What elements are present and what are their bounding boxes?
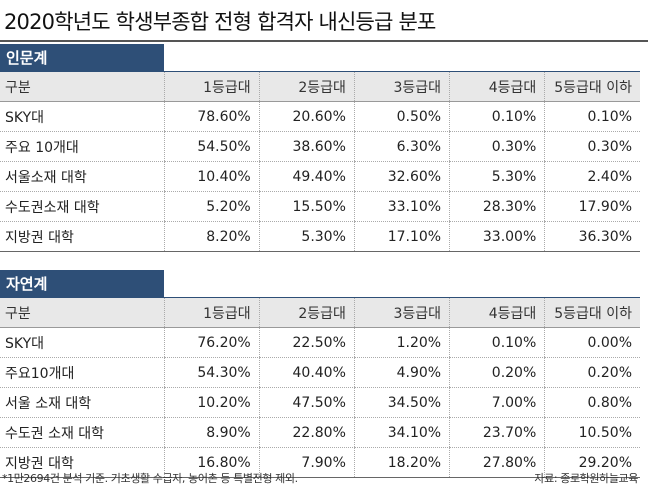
table-row: 지방권 대학 8.20% 5.30% 17.10% 33.00% 36.30% — [0, 221, 640, 252]
column-header: 구분 — [0, 72, 165, 102]
table-row: 수도권소재 대학 5.20% 15.50% 33.10% 28.30% 17.90% — [0, 191, 640, 222]
table-row: 주요10개대 54.30% 40.40% 4.90% 0.20% 0.20% — [0, 357, 640, 388]
table-cell: 1.20% — [353, 327, 450, 358]
column-header: 5등급대 이하 — [544, 298, 640, 328]
column-header: 4등급대 — [449, 72, 545, 102]
column-header: 2등급대 — [258, 298, 355, 328]
table-header-row: 구분 1등급대 2등급대 3등급대 4등급대 5등급대 이하 — [0, 72, 640, 102]
table-cell: 10.50% — [544, 417, 640, 448]
table-cell: 23.70% — [449, 417, 545, 448]
table-cell: 7.00% — [449, 387, 545, 418]
table-cell: 5.20% — [163, 191, 260, 222]
table-cell: 22.80% — [258, 417, 355, 448]
table-cell: 40.40% — [258, 357, 355, 388]
table-cell: 0.10% — [544, 101, 640, 132]
table-cell: 47.50% — [258, 387, 355, 418]
table-row: 지방권 대학 16.80% 7.90% 18.20% 27.80% 29.20% — [0, 447, 640, 478]
title-divider — [0, 40, 648, 42]
table-cell: 34.50% — [353, 387, 450, 418]
table-cell: 33.00% — [449, 221, 545, 252]
table-cell: 0.30% — [449, 131, 545, 162]
section-tab-humanities: 인문계 — [0, 44, 164, 72]
row-label: 수도권 소재 대학 — [0, 417, 165, 448]
table-cell: 49.40% — [258, 161, 355, 192]
table-row: 주요 10개대 54.50% 38.60% 6.30% 0.30% 0.30% — [0, 131, 640, 162]
row-label: 지방권 대학 — [0, 221, 165, 252]
column-header: 1등급대 — [163, 72, 260, 102]
table-cell: 0.10% — [449, 101, 545, 132]
humanities-table: 구분 1등급대 2등급대 3등급대 4등급대 5등급대 이하 SKY대 78.60% 20.60… — [0, 72, 640, 252]
table-cell: 0.10% — [449, 327, 545, 358]
row-label: SKY대 — [0, 327, 165, 358]
table-cell: 0.20% — [449, 357, 545, 388]
table-cell: 5.30% — [258, 221, 355, 252]
table-cell: 38.60% — [258, 131, 355, 162]
table-cell: 0.50% — [353, 101, 450, 132]
table-row: 서울소재 대학 10.40% 49.40% 32.60% 5.30% 2.40% — [0, 161, 640, 192]
table-cell: 36.30% — [544, 221, 640, 252]
page-title: 2020학년도 학생부종합 전형 합격자 내신등급 분포 — [4, 10, 436, 34]
table-cell: 10.20% — [163, 387, 260, 418]
table-cell: 17.90% — [544, 191, 640, 222]
table-cell: 17.10% — [353, 221, 450, 252]
table-cell: 0.00% — [544, 327, 640, 358]
table-cell: 33.10% — [353, 191, 450, 222]
table-cell: 8.90% — [163, 417, 260, 448]
column-header: 5등급대 이하 — [544, 72, 640, 102]
column-header: 구분 — [0, 298, 165, 328]
column-header: 3등급대 — [353, 298, 450, 328]
table-cell: 34.10% — [353, 417, 450, 448]
table-cell: 54.30% — [163, 357, 260, 388]
table-cell: 10.40% — [163, 161, 260, 192]
section-divider — [164, 71, 640, 72]
table-row: 서울 소재 대학 10.20% 47.50% 34.50% 7.00% 0.80% — [0, 387, 640, 418]
table-cell: 32.60% — [353, 161, 450, 192]
row-label: SKY대 — [0, 101, 165, 132]
table-cell: 15.50% — [258, 191, 355, 222]
table-cell: 54.50% — [163, 131, 260, 162]
table-cell: 29.20% — [544, 447, 640, 478]
table-cell: 22.50% — [258, 327, 355, 358]
table-cell: 8.20% — [163, 221, 260, 252]
section-divider — [164, 297, 640, 298]
table-cell: 5.30% — [449, 161, 545, 192]
table-cell: 76.20% — [163, 327, 260, 358]
table-cell: 28.30% — [449, 191, 545, 222]
table-cell: 27.80% — [449, 447, 545, 478]
table-cell: 18.20% — [353, 447, 450, 478]
row-label: 주요10개대 — [0, 357, 165, 388]
row-label: 서울 소재 대학 — [0, 387, 165, 418]
table-cell: 0.20% — [544, 357, 640, 388]
row-label: 지방권 대학 — [0, 447, 165, 478]
row-label: 수도권소재 대학 — [0, 191, 165, 222]
table-cell: 0.30% — [544, 131, 640, 162]
table-cell: 16.80% — [163, 447, 260, 478]
table-row: SKY대 78.60% 20.60% 0.50% 0.10% 0.10% — [0, 101, 640, 132]
table-cell: 78.60% — [163, 101, 260, 132]
table-cell: 7.90% — [258, 447, 355, 478]
table-cell: 6.30% — [353, 131, 450, 162]
column-header: 4등급대 — [449, 298, 545, 328]
row-label: 주요 10개대 — [0, 131, 165, 162]
column-header: 2등급대 — [258, 72, 355, 102]
section-tab-sciences: 자연계 — [0, 270, 164, 298]
table-cell: 20.60% — [258, 101, 355, 132]
table-header-row: 구분 1등급대 2등급대 3등급대 4등급대 5등급대 이하 — [0, 298, 640, 328]
footnote: *1만2694건 분석 기준. 기초생활 수급자, 농어촌 등 특별전형 제외. — [2, 472, 298, 485]
table-cell: 4.90% — [353, 357, 450, 388]
column-header: 3등급대 — [353, 72, 450, 102]
row-label: 서울소재 대학 — [0, 161, 165, 192]
table-row: 수도권 소재 대학 8.90% 22.80% 34.10% 23.70% 10.50% — [0, 417, 640, 448]
column-header: 1등급대 — [163, 298, 260, 328]
source-credit: 자료: 종로학원하늘교육 — [534, 472, 638, 485]
table-cell: 2.40% — [544, 161, 640, 192]
table-cell: 0.80% — [544, 387, 640, 418]
table-row: SKY대 76.20% 22.50% 1.20% 0.10% 0.00% — [0, 327, 640, 358]
sciences-table: 구분 1등급대 2등급대 3등급대 4등급대 5등급대 이하 SKY대 76.20% 22.50… — [0, 298, 640, 478]
